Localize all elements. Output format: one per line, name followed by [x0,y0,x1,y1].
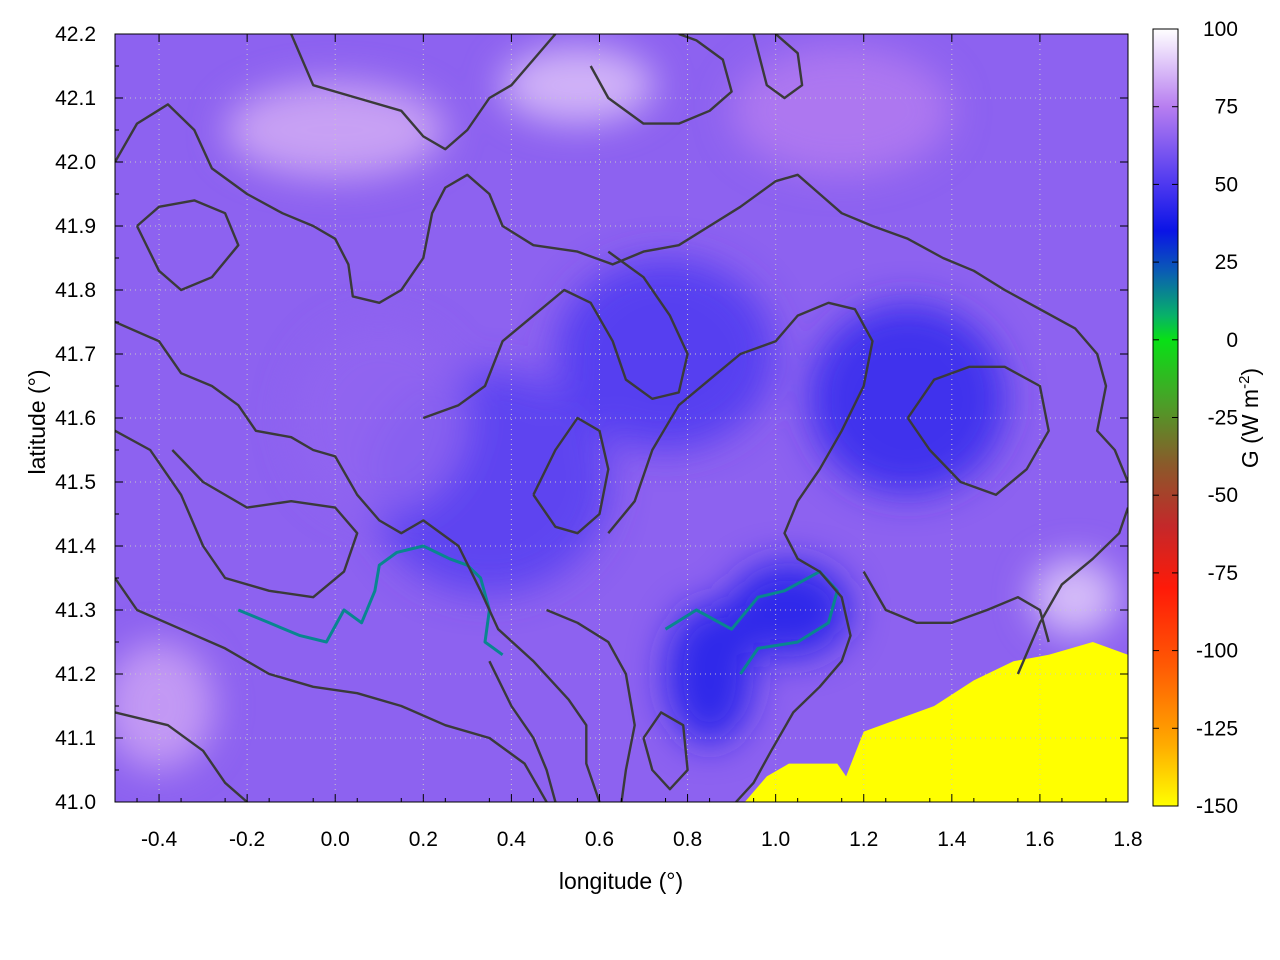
heatmap-region-0 [727,562,851,658]
colorbar-tick-label: -125 [1196,717,1238,740]
x-tick-label: 0.4 [497,828,527,851]
contour-line-13 [862,571,1050,643]
x-tick-label: 1.8 [1113,828,1142,851]
y-tick-label: 42.1 [55,87,96,110]
contour-line-14 [135,199,240,292]
y-tick-label: 41.8 [55,279,96,302]
contour-line-5 [290,34,557,151]
y-tick-label: 41.2 [55,663,96,686]
contour-line-7 [752,34,804,100]
colorbar-tick-label: 75 [1215,96,1238,119]
colorbar-label-main: G (W m [1237,389,1263,468]
x-tick-label: 1.2 [849,828,878,851]
y-tick-label: 41.6 [55,407,96,430]
x-tick-label: 1.6 [1025,828,1054,851]
colorbar-tick-label: 25 [1215,251,1238,274]
colorbar-tick-label: 50 [1215,173,1238,196]
colorbar-tick-label: 0 [1226,329,1238,352]
y-tick-label: 41.1 [55,727,96,750]
contour-line-16 [488,660,557,802]
contour-line-8 [607,301,874,802]
colorbar-label-exponent: -2 [1236,376,1253,389]
plot-clip-group [115,34,1128,802]
x-axis: -0.4 -0.2 0.0 0.2 0.4 0.6 0.8 1.0 1.2 1.4 1.6 1.8 [136,34,1143,851]
colorbar-label: G (W m-2) [1236,368,1263,468]
x-tick-label: -0.2 [229,828,265,851]
y-axis-label: latitude (°) [24,369,50,474]
contour-line-0 [115,320,601,802]
heatmap-region-9 [731,46,952,175]
colorbar-tick-label: -75 [1208,562,1238,585]
colorbar-tick-label: -150 [1196,795,1238,818]
colorbar-tick-label: -50 [1208,484,1238,507]
heatmap-region-7 [115,642,215,770]
y-tick-label: 41.4 [55,535,96,558]
grid [115,34,1128,802]
contour-line-4 [115,103,1128,483]
heatmap-region-1 [808,302,1007,495]
contour-line-11 [906,365,1050,496]
x-tick-label: 0.8 [673,828,702,851]
contour-line-15 [642,711,689,791]
colorbar-tick-label: 100 [1203,18,1238,41]
heatmap-region-8 [1031,558,1120,636]
contour-line-10 [532,416,610,535]
x-tick-label: 0.0 [321,828,350,851]
x-axis-label: longitude (°) [559,868,683,894]
y-tick-label: 42.0 [55,151,96,174]
colorbar-label-close: ) [1237,368,1263,376]
x-tick-label: 1.4 [937,828,967,851]
contour-line-6 [589,34,733,125]
x-tick-label: 1.0 [761,828,790,851]
contour-line-17 [546,608,636,802]
y-tick-label: 41.3 [55,599,96,622]
y-tick-label: 41.5 [55,471,96,494]
x-tick-label: 0.6 [585,828,614,851]
contour-line-3 [115,429,359,599]
y-axis: 41.0 41.1 41.2 41.3 41.4 41.5 41.6 41.7 41.8 41.9… [55,23,1128,814]
x-tick-label: 0.2 [409,828,438,851]
contour-line-12 [1016,507,1128,675]
sea-region [744,642,1128,802]
colorbar-tick-label: -100 [1196,640,1238,663]
contour-line-9 [422,250,689,420]
y-tick-label: 42.2 [55,23,96,46]
plot-area [114,33,1129,803]
x-tick-label: -0.4 [141,828,178,851]
colorbar-tick-label: -25 [1208,407,1238,430]
y-tick-label: 41.0 [55,791,96,814]
contour-line-2 [115,711,248,802]
river-feature-0 [237,544,504,657]
y-tick-label: 41.9 [55,215,96,238]
contour-line-1 [115,577,548,802]
y-tick-label: 41.7 [55,343,96,366]
colorbar: 100 75 50 25 0 -25 -50 -75 -100 -125 -150 [1152,18,1238,818]
heatmap-region-6 [500,46,655,124]
